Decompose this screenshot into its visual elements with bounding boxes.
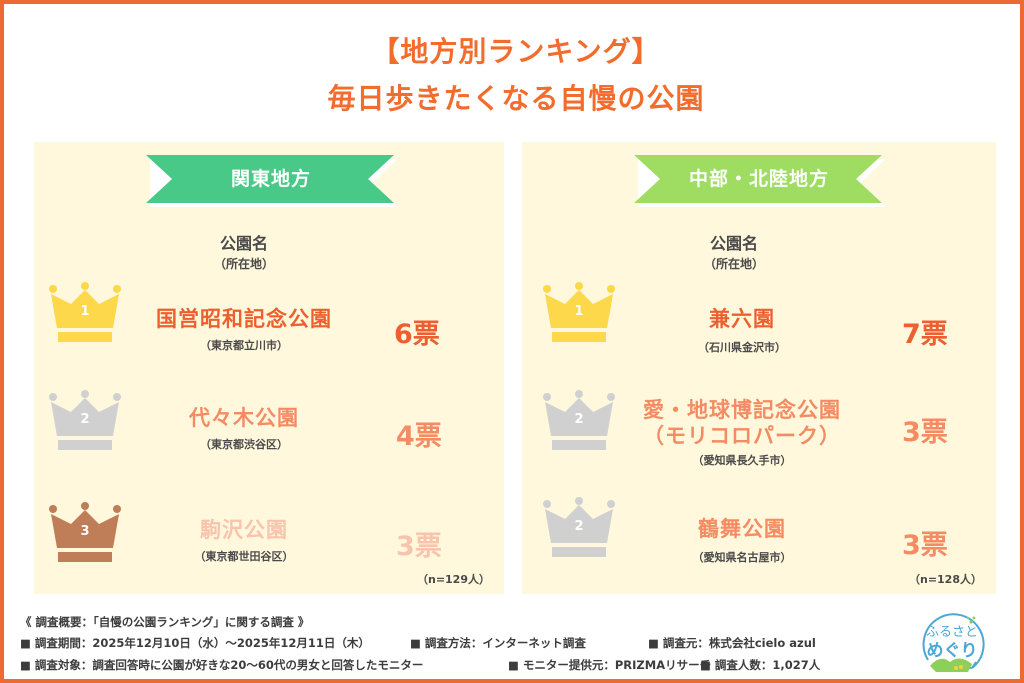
rank-number: 2 [574, 412, 584, 427]
crown-gold-icon: 1 [542, 282, 616, 344]
column-header: 公園名 （所在地） [694, 230, 774, 272]
rank-number: 2 [80, 412, 90, 427]
panel-kanto: 関東地方 公園名 （所在地） 1 国営昭和記念公園 （東京都立川市） 6票 [34, 142, 504, 594]
sample-size: （n=128人） [908, 573, 982, 586]
crown-silver-icon: 2 [48, 390, 122, 452]
column-header: 公園名 （所在地） [204, 230, 284, 272]
park-name: 鶴舞公園 [698, 517, 786, 541]
region-ribbon-chubu: 中部・北陸地方 [634, 155, 884, 207]
survey-target: ■ 調査対象：調査回答時に公園が好きな20～60代の男女と回答したモニター [20, 658, 424, 672]
region-title: 中部・北陸地方 [688, 168, 829, 190]
survey-method: ■ 調査方法：インターネット調査 [410, 636, 586, 650]
park-name: 代々木公園 [189, 406, 299, 430]
sample-size: （n=129人） [416, 573, 490, 586]
park-name: 駒沢公園 [200, 518, 288, 542]
rank-number: 3 [80, 524, 90, 539]
crown-silver-icon: 2 [542, 390, 616, 452]
survey-count: ■ 調査人数：1,027人 [700, 658, 821, 672]
park-name-line1: 愛・地球博記念公園 [643, 398, 841, 422]
region-title: 関東地方 [230, 168, 311, 190]
park-name-line2: （モリコロパーク） [643, 424, 841, 448]
column-header-name: 公園名 [709, 234, 758, 253]
park-location: （愛知県名古屋市） [692, 551, 792, 564]
crown-gold-icon: 1 [48, 282, 122, 344]
park-name: 兼六園 [709, 307, 775, 331]
panel-chubu-hokuriku: 中部・北陸地方 公園名 （所在地） 1 兼六園 （石川県金沢市） 7票 [522, 142, 996, 594]
rank-number: 1 [574, 304, 584, 319]
park-location: （東京都立川市） [200, 339, 288, 352]
furusato-meguri-logo: ふるさと めぐり [916, 608, 988, 680]
survey-heading: 《 調査概要：「自慢の公園ランキング」に関する調査 》 [20, 615, 310, 629]
rank-number: 1 [80, 304, 90, 319]
survey-details-line-2: ■ 調査対象：調査回答時に公園が好きな20～60代の男女と回答したモニター ■ … [20, 657, 900, 673]
park-location: （愛知県長久手市） [692, 454, 792, 467]
column-header-sub: （所在地） [213, 257, 274, 271]
column-header-sub: （所在地） [703, 257, 764, 271]
logo-text-2: めぐり [927, 641, 978, 661]
monitor-provider: ■ モニター提供元：PRIZMAリサーチ [508, 658, 712, 672]
title-line-1: 【地方別ランキング】 [371, 35, 661, 68]
crown-silver-icon: 2 [542, 497, 616, 559]
survey-source: ■ 調査元：株式会社cielo azul [648, 636, 816, 650]
vote-count: 4票 [396, 421, 442, 452]
vote-count: 7票 [902, 319, 948, 350]
title-line-2: 毎日歩きたくなる自慢の公園 [327, 82, 705, 115]
vote-count: 3票 [902, 417, 948, 448]
region-ribbon-kanto: 関東地方 [146, 155, 396, 207]
vote-count: 3票 [902, 530, 948, 561]
survey-details-line-1: ■ 調査期間：2025年12月10日（水）～2025年12月11日（木） ■ 調… [20, 635, 900, 651]
vote-count: 6票 [394, 319, 440, 350]
rank-number: 2 [574, 519, 584, 534]
survey-period: ■ 調査期間：2025年12月10日（水）～2025年12月11日（木） [20, 636, 370, 650]
park-location: （石川県金沢市） [698, 341, 786, 354]
crown-bronze-icon: 3 [48, 502, 122, 564]
column-header-name: 公園名 [219, 234, 268, 253]
park-location: （東京都世田谷区） [194, 550, 294, 563]
park-name: 国営昭和記念公園 [156, 307, 332, 331]
vote-count: 3票 [396, 531, 442, 562]
park-location: （東京都渋谷区） [200, 438, 288, 451]
logo-text-1: ふるさと [926, 625, 978, 640]
